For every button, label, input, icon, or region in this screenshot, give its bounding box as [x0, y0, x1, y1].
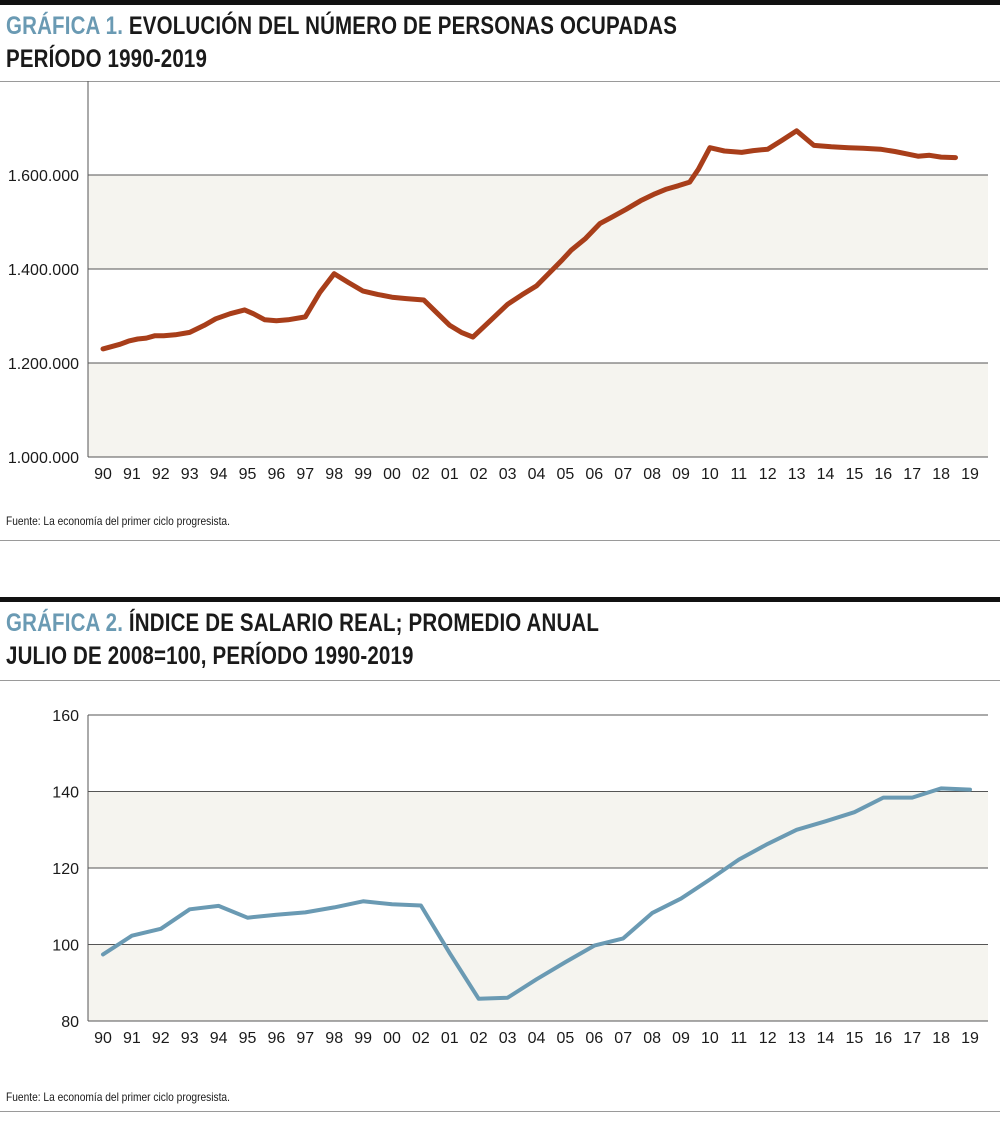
y-tick-label: 160 — [52, 708, 79, 725]
x-tick-label: 06 — [585, 466, 603, 483]
top-rule — [0, 597, 1000, 602]
x-tick-label: 91 — [123, 466, 141, 483]
x-tick-label: 08 — [643, 1030, 661, 1047]
y-tick-label: 80 — [61, 1014, 79, 1031]
x-tick-label: 97 — [296, 466, 314, 483]
x-tick-label: 97 — [296, 1030, 314, 1047]
shaded-band — [88, 944, 988, 1021]
chart-title: GRÁFICA 2. ÍNDICE DE SALARIO REAL; PROME… — [6, 607, 599, 673]
y-tick-label: 1.000.000 — [8, 450, 79, 467]
chart-title-line1: EVOLUCIÓN DEL NÚMERO DE PERSONAS OCUPADA… — [128, 12, 678, 40]
shaded-band — [88, 791, 988, 868]
x-tick-label: 11 — [730, 1030, 747, 1047]
x-tick-label: 96 — [268, 1030, 286, 1047]
x-tick-label: 14 — [817, 466, 835, 483]
title-separator — [0, 81, 1000, 82]
shaded-band — [88, 175, 988, 269]
y-tick-label: 140 — [52, 785, 79, 802]
x-tick-label: 02 — [470, 1030, 488, 1047]
x-tick-label: 16 — [874, 1030, 892, 1047]
x-tick-label: 16 — [874, 466, 892, 483]
x-tick-label: 09 — [672, 466, 690, 483]
x-tick-label: 02 — [470, 466, 488, 483]
x-tick-label: 90 — [94, 466, 112, 483]
x-tick-label: 10 — [701, 466, 719, 483]
x-tick-label: 96 — [268, 466, 286, 483]
series-line — [101, 786, 972, 1001]
x-tick-label: 03 — [499, 1030, 517, 1047]
x-tick-label: 12 — [759, 466, 777, 483]
x-tick-label: 09 — [672, 1030, 690, 1047]
x-tick-label: 99 — [354, 466, 372, 483]
x-tick-label: 01 — [441, 466, 459, 483]
y-tick-label: 100 — [52, 938, 79, 955]
x-tick-label: 94 — [210, 466, 228, 483]
x-tick-label: 91 — [123, 1030, 141, 1047]
chart-panel-2: GRÁFICA 2. ÍNDICE DE SALARIO REAL; PROME… — [0, 597, 1000, 1112]
x-tick-label: 90 — [94, 1030, 112, 1047]
y-tick-label: 1.400.000 — [8, 262, 79, 279]
x-tick-label: 93 — [181, 1030, 199, 1047]
x-tick-label: 14 — [817, 1030, 835, 1047]
x-tick-label: 10 — [701, 1030, 719, 1047]
x-tick-label: 04 — [528, 1030, 546, 1047]
chart-title-line2: JULIO DE 2008=100, PERÍODO 1990-2019 — [6, 642, 414, 670]
title-separator — [0, 680, 1000, 681]
x-tick-label: 13 — [788, 466, 806, 483]
chart-title: GRÁFICA 1. EVOLUCIÓN DEL NÚMERO DE PERSO… — [6, 10, 677, 76]
chart-title-line2: PERÍODO 1990-2019 — [6, 45, 208, 73]
x-tick-label: 05 — [557, 466, 575, 483]
x-tick-label: 92 — [152, 466, 170, 483]
x-tick-label: 17 — [903, 466, 921, 483]
y-tick-label: 120 — [52, 861, 79, 878]
x-tick-label: 18 — [932, 466, 950, 483]
shaded-band — [88, 363, 988, 457]
x-tick-label: 11 — [730, 466, 747, 483]
x-tick-label: 15 — [846, 1030, 864, 1047]
x-tick-label: 00 — [383, 1030, 401, 1047]
x-tick-label: 13 — [788, 1030, 806, 1047]
y-tick-label: 1.600.000 — [8, 168, 79, 185]
x-tick-label: 19 — [961, 1030, 979, 1047]
chart-source: Fuente: La economía del primer ciclo pro… — [6, 514, 230, 528]
x-tick-label: 03 — [499, 466, 517, 483]
x-tick-label: 95 — [239, 466, 257, 483]
x-tick-label: 01 — [441, 1030, 459, 1047]
y-tick-label: 1.200.000 — [8, 356, 79, 373]
x-tick-label: 92 — [152, 1030, 170, 1047]
x-tick-label: 93 — [181, 466, 199, 483]
series-line — [100, 128, 958, 352]
x-tick-label: 18 — [932, 1030, 950, 1047]
x-tick-label: 08 — [643, 466, 661, 483]
x-tick-label: 04 — [528, 466, 546, 483]
x-tick-label: 19 — [961, 466, 979, 483]
chart-title-label: GRÁFICA 2. — [6, 609, 124, 637]
x-tick-label: 05 — [557, 1030, 575, 1047]
x-tick-label: 06 — [585, 1030, 603, 1047]
x-tick-label: 00 — [383, 466, 401, 483]
x-tick-label: 98 — [325, 1030, 343, 1047]
chart-source: Fuente: La economía del primer ciclo pro… — [6, 1090, 230, 1104]
chart-plot-2: 80 100 120 140 160 90 91 92 93 94 95 96 97 98 99 00 02 01… — [52, 708, 988, 1047]
top-rule — [0, 0, 1000, 5]
x-tick-label: 12 — [759, 1030, 777, 1047]
x-tick-label: 07 — [614, 1030, 632, 1047]
bottom-separator — [0, 540, 1000, 541]
x-tick-label: 02 — [412, 466, 430, 483]
chart-title-line1: ÍNDICE DE SALARIO REAL; PROMEDIO ANUAL — [128, 609, 600, 637]
x-tick-label: 17 — [903, 1030, 921, 1047]
chart-plot-1: 1.000.000 1.200.000 1.400.000 1.600.000 90 91… — [8, 81, 988, 483]
chart-panel-1: GRÁFICA 1. EVOLUCIÓN DEL NÚMERO DE PERSO… — [0, 0, 1000, 541]
x-tick-label: 07 — [614, 466, 632, 483]
bottom-separator — [0, 1111, 1000, 1112]
x-tick-label: 98 — [325, 466, 343, 483]
x-tick-label: 94 — [210, 1030, 228, 1047]
chart-title-label: GRÁFICA 1. — [6, 12, 124, 40]
x-tick-label: 15 — [846, 466, 864, 483]
x-tick-label: 95 — [239, 1030, 257, 1047]
x-tick-label: 99 — [354, 1030, 372, 1047]
x-tick-label: 02 — [412, 1030, 430, 1047]
